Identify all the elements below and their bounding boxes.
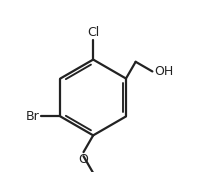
Text: Cl: Cl [87, 26, 99, 39]
Text: OH: OH [153, 65, 172, 78]
Text: Br: Br [26, 110, 40, 123]
Text: O: O [78, 153, 88, 166]
